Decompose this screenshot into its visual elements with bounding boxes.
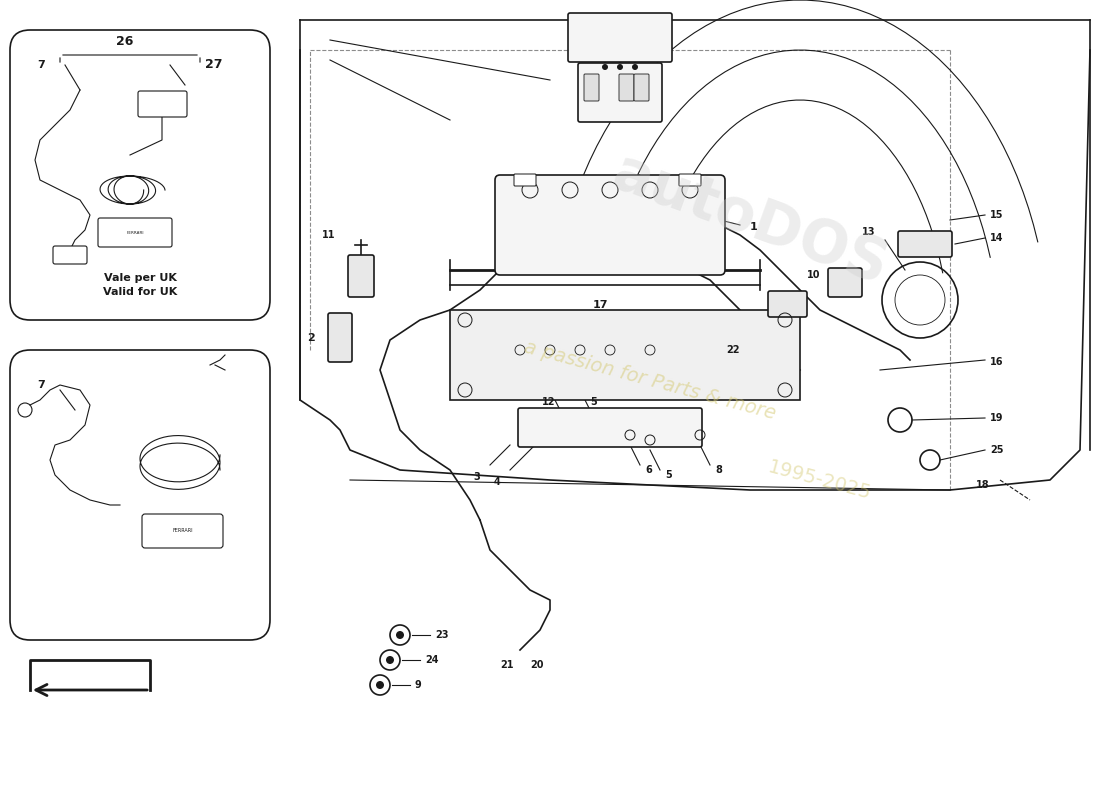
Text: a passion for Parts & more: a passion for Parts & more	[522, 337, 778, 423]
Circle shape	[386, 656, 394, 664]
Text: 20: 20	[530, 660, 543, 670]
FancyBboxPatch shape	[328, 313, 352, 362]
Text: 4: 4	[493, 477, 500, 487]
Circle shape	[376, 681, 384, 689]
FancyBboxPatch shape	[514, 174, 536, 186]
Text: 3: 3	[473, 472, 480, 482]
Circle shape	[617, 64, 623, 70]
Text: 7: 7	[37, 380, 45, 390]
Text: 6: 6	[645, 465, 651, 475]
Text: 22: 22	[726, 345, 740, 355]
Text: 25: 25	[990, 445, 1003, 455]
Text: 15: 15	[990, 210, 1003, 220]
Circle shape	[396, 631, 404, 639]
FancyBboxPatch shape	[138, 91, 187, 117]
Text: 5: 5	[666, 470, 672, 480]
Text: 19: 19	[990, 413, 1003, 423]
Text: 23: 23	[434, 630, 449, 640]
Text: 11: 11	[321, 230, 336, 240]
Text: 5: 5	[590, 397, 596, 407]
Text: Vale per UK
Valid for UK: Vale per UK Valid for UK	[103, 273, 177, 297]
Circle shape	[632, 64, 638, 70]
FancyBboxPatch shape	[584, 74, 600, 101]
Bar	[450, 310, 800, 400]
FancyBboxPatch shape	[10, 350, 269, 640]
FancyBboxPatch shape	[348, 255, 374, 297]
Text: 10: 10	[806, 270, 820, 280]
Text: 1995-2025: 1995-2025	[767, 457, 873, 503]
Text: 16: 16	[990, 357, 1003, 367]
Circle shape	[602, 64, 608, 70]
Text: 24: 24	[425, 655, 439, 665]
Text: autoDOS: autoDOS	[605, 144, 895, 296]
Text: 13: 13	[861, 227, 875, 237]
Text: FERRARI: FERRARI	[126, 231, 144, 235]
Text: 17: 17	[592, 300, 607, 310]
FancyBboxPatch shape	[495, 175, 725, 275]
FancyBboxPatch shape	[898, 231, 952, 257]
Text: 18: 18	[977, 480, 990, 490]
Text: 1: 1	[750, 222, 758, 232]
FancyBboxPatch shape	[578, 63, 662, 122]
Text: 9: 9	[415, 680, 421, 690]
FancyBboxPatch shape	[634, 74, 649, 101]
Text: 27: 27	[205, 58, 222, 71]
Text: FERRARI: FERRARI	[173, 529, 192, 534]
FancyBboxPatch shape	[518, 408, 702, 447]
Text: 8: 8	[715, 465, 722, 475]
FancyBboxPatch shape	[142, 514, 223, 548]
Text: 12: 12	[541, 397, 556, 407]
Text: 14: 14	[990, 233, 1003, 243]
Text: 26: 26	[117, 35, 134, 48]
Text: 21: 21	[500, 660, 514, 670]
FancyBboxPatch shape	[828, 268, 862, 297]
Text: 7: 7	[37, 60, 45, 70]
FancyBboxPatch shape	[768, 291, 807, 317]
FancyBboxPatch shape	[679, 174, 701, 186]
FancyBboxPatch shape	[619, 74, 634, 101]
FancyBboxPatch shape	[10, 30, 269, 320]
FancyBboxPatch shape	[98, 218, 172, 247]
FancyBboxPatch shape	[568, 13, 672, 62]
FancyBboxPatch shape	[53, 246, 87, 264]
Text: 2: 2	[307, 333, 315, 343]
